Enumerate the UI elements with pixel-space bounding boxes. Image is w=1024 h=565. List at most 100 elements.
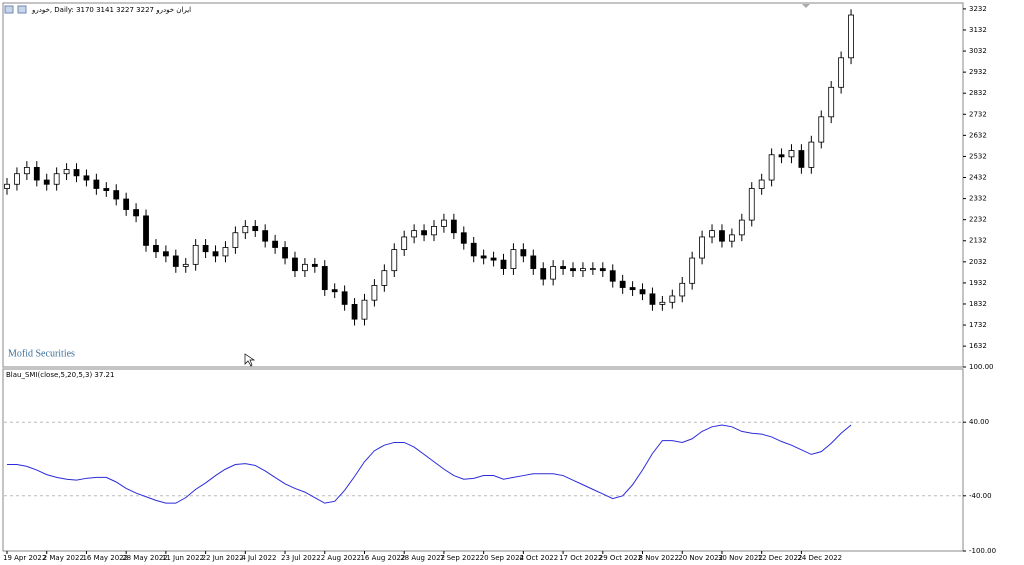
candle-body — [540, 268, 547, 280]
candle-body — [162, 251, 169, 257]
candle-body — [649, 293, 656, 305]
indicator-line — [7, 424, 852, 504]
x-tick-label: 2 Aug 2022 — [321, 554, 361, 562]
x-tick-label: 4 Oct 2022 — [519, 554, 558, 562]
y-tick-label: 2132 — [969, 237, 987, 245]
candle-body — [520, 249, 527, 257]
candle-body — [510, 249, 517, 269]
y-tick-label: 1732 — [969, 321, 987, 329]
x-tick-label: 17 Oct 2022 — [559, 554, 602, 562]
x-tick-label: 24 Dec 2022 — [797, 554, 842, 562]
y-tick-label: 3232 — [969, 5, 987, 13]
y-tick-label: 2432 — [969, 174, 987, 182]
candle-body — [460, 232, 467, 244]
candle-body — [580, 268, 586, 272]
candle-body — [709, 230, 715, 238]
candle-body — [182, 263, 189, 267]
candle-body — [699, 236, 705, 259]
candle-body — [689, 257, 696, 284]
y-tick-label: 2332 — [969, 195, 987, 203]
candle-body — [4, 183, 10, 189]
candle-body — [93, 179, 100, 189]
candle-body — [153, 244, 159, 253]
candle-body — [252, 226, 259, 232]
candle-body — [311, 263, 318, 267]
y-tick-label: 1632 — [969, 342, 987, 350]
candle-body — [321, 266, 328, 291]
candle-body — [212, 251, 219, 257]
x-tick-label: 20 Sep 2022 — [480, 554, 524, 562]
watermark: Mofid Securities — [8, 348, 75, 359]
candle-body — [272, 240, 279, 248]
candle-body — [23, 167, 30, 175]
candle-body — [679, 282, 686, 297]
toolbar-icon[interactable] — [4, 5, 14, 14]
candle-body — [838, 57, 845, 88]
y-tick-label: 2932 — [969, 68, 987, 76]
x-tick-label: 11 Jun 2022 — [162, 554, 204, 562]
candle-body — [758, 179, 765, 189]
candle-body — [232, 232, 239, 248]
candle-body — [33, 167, 40, 181]
candle-body — [192, 244, 199, 265]
candle-body — [719, 230, 725, 242]
y-tick-label: 2532 — [969, 152, 987, 160]
candle-body — [421, 230, 427, 236]
candle-body — [798, 150, 805, 168]
candle-body — [570, 268, 576, 272]
x-tick-label: 30 Nov 2022 — [718, 554, 763, 562]
y-tick-label: 2732 — [969, 110, 987, 118]
y-tick-label: 3032 — [969, 47, 987, 55]
candle-body — [490, 257, 497, 261]
x-tick-label: 7 Sep 2022 — [440, 554, 480, 562]
candle-body — [292, 257, 298, 272]
price-panel — [2, 2, 964, 368]
toolbar-icon[interactable] — [17, 5, 27, 14]
y-tick-label: 1932 — [969, 279, 987, 287]
candle-body — [63, 169, 70, 175]
candle-body — [282, 247, 288, 259]
y-tick-label: 40.00 — [969, 418, 989, 426]
candle-body — [113, 190, 120, 200]
indicator-panel — [2, 368, 964, 552]
candle-body — [143, 215, 149, 246]
x-tick-label: 19 Apr 2022 — [3, 554, 46, 562]
y-tick-label: -40.00 — [969, 492, 992, 500]
y-tick-label: 2032 — [969, 258, 987, 266]
y-tick-label: -100.00 — [969, 547, 996, 555]
candle-body — [361, 299, 368, 320]
candle-body — [123, 198, 130, 210]
candle-body — [659, 301, 666, 305]
candle-body — [381, 270, 388, 286]
y-tick-label: 3132 — [969, 26, 987, 34]
candle-body — [202, 244, 209, 253]
y-tick-label: 100.00 — [969, 363, 994, 371]
candle-body — [530, 255, 537, 269]
candle-body — [441, 219, 447, 227]
candle-body — [14, 173, 20, 185]
x-tick-label: 16 May 2022 — [82, 554, 128, 562]
candle-body — [133, 209, 139, 217]
candle-body — [818, 116, 825, 143]
candle-body — [450, 219, 457, 234]
candle-body — [341, 291, 348, 305]
candle-body — [431, 226, 437, 236]
candle-body — [500, 259, 507, 269]
candle-body — [560, 266, 566, 269]
x-tick-label: 28 Aug 2022 — [400, 554, 445, 562]
candle-body — [470, 242, 477, 257]
cursor — [244, 353, 256, 367]
candle-body — [609, 270, 616, 282]
candle-body — [639, 289, 646, 295]
candle-body — [738, 219, 745, 236]
x-tick-label: 8 Nov 2022 — [639, 554, 679, 562]
shift-marker[interactable] — [802, 4, 810, 8]
candle-body — [728, 234, 735, 242]
candle-body — [768, 154, 775, 181]
candle-body — [43, 179, 50, 185]
candle-body — [748, 188, 755, 221]
x-tick-label: 16 Aug 2022 — [360, 554, 405, 562]
candle-body — [589, 268, 596, 270]
